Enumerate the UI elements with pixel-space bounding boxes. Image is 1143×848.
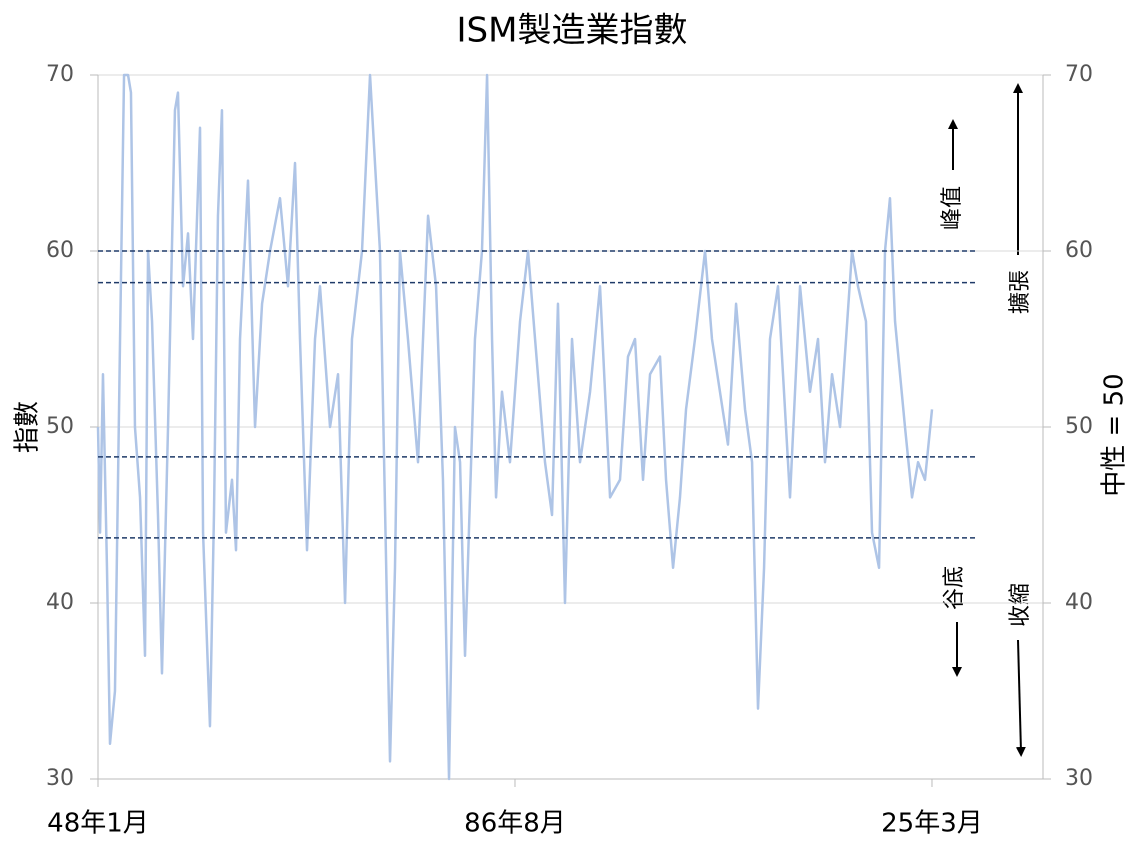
y2-tick-label: 70 [1065,62,1093,87]
y2-tick-label: 50 [1065,414,1093,439]
annotation: 收縮 [1008,583,1033,627]
y2-tick-label: 60 [1065,238,1093,263]
y-tick-label: 40 [46,590,74,615]
y-tick-label: 60 [46,238,74,263]
annotation: 擴張 [1008,270,1033,314]
x-tick-label: 48年1月 [47,809,149,839]
annotation: 峰值 [940,186,965,230]
y-tick-label: 70 [46,62,74,87]
y-axis-label: 指數 [13,401,43,453]
y2-tick-label: 40 [1065,590,1093,615]
arrow [1015,639,1026,757]
x-tick-label: 25年3月 [881,809,983,839]
y-tick-label: 30 [46,766,74,791]
x-tick-label: 86年8月 [464,809,566,839]
y2-axis-label: 中性 = 50 [1100,373,1130,496]
y2-tick-label: 30 [1065,766,1093,791]
y-tick-label: 50 [46,414,74,439]
chart-title: ISM製造業指數 [457,11,688,51]
